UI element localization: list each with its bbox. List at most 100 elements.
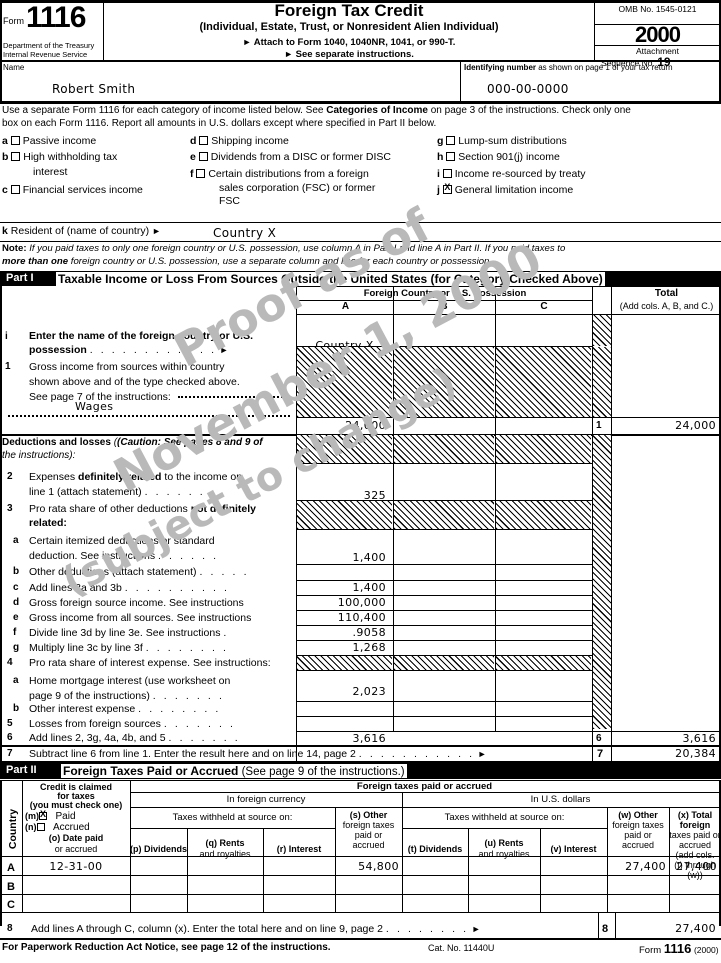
part2-col-v-header: (v) Interest	[550, 844, 597, 854]
part1-row-3c-label: Add lines 3a and 3b . . . . . . . . . .	[29, 582, 230, 594]
part2-title: Foreign Taxes Paid or Accrued (See page …	[61, 764, 407, 778]
part1-row-6-col-a[interactable]: 3,616	[352, 732, 386, 745]
hatch-row-4-a	[297, 656, 392, 670]
part2-row-a-date[interactable]: 12-31-00	[49, 860, 103, 873]
hatch-row-3-c	[496, 501, 591, 529]
category-f[interactable]: f Certain distributions from a foreign	[190, 168, 369, 180]
part1-row-4a-number: a	[13, 675, 19, 686]
footer-form-label: Form 1116 (2000)	[639, 941, 719, 956]
checkbox-h[interactable]	[446, 152, 456, 161]
checkbox-e[interactable]	[198, 152, 208, 161]
part1-row-3a-col-a[interactable]: 1,400	[352, 551, 386, 564]
hatch-row-4-c	[496, 656, 591, 670]
part1-line-7-total[interactable]: 20,384	[675, 747, 716, 760]
part1-row-3f-col-a[interactable]: .9058	[352, 626, 386, 639]
category-c[interactable]: c Financial services income	[2, 184, 143, 196]
triangle-icon-2: ►	[284, 49, 293, 59]
part1-row-1-total[interactable]: 24,000	[675, 419, 716, 432]
category-letter-i: i	[437, 168, 440, 180]
part2-col-t-header: (t) Dividends	[407, 844, 463, 854]
note-line-1: Note: If you paid taxes to only one fore…	[2, 243, 566, 254]
part1-row-3e-col-a[interactable]: 110,400	[337, 611, 386, 624]
category-d[interactable]: d Shipping income	[190, 135, 289, 147]
part1-row-1-col-a[interactable]: 24,000	[345, 419, 386, 432]
part1-row-4b-label: Other interest expense . . . . . . . .	[29, 703, 221, 715]
part2-paid-option[interactable]: (m) Paid	[25, 810, 76, 822]
category-h[interactable]: h Section 901(j) income	[437, 151, 560, 163]
part1-line-7-label: Subtract line 6 from line 1. Enter the r…	[29, 748, 487, 760]
part2-line-8-total[interactable]: 27,400	[675, 922, 716, 935]
category-i[interactable]: i Income re-sourced by treaty	[437, 168, 586, 180]
identifying-number-value[interactable]: 000-00-0000	[487, 82, 569, 96]
part1-line-7-number: 7	[7, 748, 13, 759]
part1-row-3a-number: a	[13, 535, 19, 546]
checkbox-g[interactable]	[446, 136, 456, 145]
part1-row-3b-label: Other deductions (attach statement) . . …	[29, 566, 250, 578]
part1-row-1-write-in[interactable]: Wages	[75, 400, 114, 413]
part2-us-dollars: In U.S. dollars	[530, 794, 591, 805]
intro-line-2: box on each Form 1116. Report all amount…	[2, 118, 437, 129]
name-value[interactable]: Robert Smith	[52, 82, 136, 96]
part1-row-i-number: i	[5, 331, 8, 342]
hatch-row-4-b	[394, 656, 494, 670]
checkbox-c[interactable]	[10, 185, 20, 194]
deductions-heading-2: the instructions):	[2, 450, 76, 461]
part1-row-3g-number: g	[13, 642, 20, 653]
resident-value[interactable]: Country X	[213, 226, 277, 240]
category-letter-f: f	[190, 168, 194, 180]
footer-cat-number: Cat. No. 11440U	[428, 943, 495, 953]
part1-row-3d-col-a[interactable]: 100,000	[337, 596, 386, 609]
page-title: Foreign Tax Credit	[274, 1, 424, 20]
resident-row[interactable]: k Resident of (name of country) ►	[2, 225, 161, 237]
see-instructions: ► See separate instructions.	[284, 49, 414, 60]
hatch-row-3-a	[297, 501, 392, 529]
part2-row-a-col-x[interactable]: 27,400	[676, 860, 717, 873]
part1-row-3g-label: Multiply line 3c by line 3f . . . . . . …	[29, 642, 229, 654]
checkbox-j[interactable]	[442, 183, 452, 194]
checkbox-paid[interactable]	[39, 810, 47, 820]
checkbox-f[interactable]	[196, 169, 206, 178]
category-a[interactable]: a Passive income	[2, 135, 96, 147]
part1-row-i-label2: possession . . . . . . . . . . . . ►	[29, 344, 229, 356]
part1-row-5-label: Losses from foreign sources . . . . . . …	[29, 718, 236, 730]
checkbox-a[interactable]	[10, 136, 20, 145]
part1-row-3f-label: Divide line 3d by line 3e. See instructi…	[29, 627, 229, 639]
category-label-f-cont: sales corporation (FSC) or former	[219, 182, 376, 194]
dept-line-2: Internal Revenue Service	[3, 50, 88, 59]
note-line-2: more than one foreign country or U.S. po…	[2, 256, 493, 267]
category-g[interactable]: g Lump-sum distributions	[437, 135, 567, 147]
checkbox-d[interactable]	[199, 136, 209, 145]
checkbox-accrued[interactable]	[36, 823, 45, 831]
part1-row-3a-label2: deduction. See instructions . . . . . .	[29, 550, 219, 562]
category-e[interactable]: e Dividends from a DISC or former DISC	[190, 151, 391, 163]
part1-row-1-label1: Gross income from sources within country	[29, 361, 225, 373]
category-j[interactable]: j General limitation income	[437, 183, 573, 196]
part1-row-3f-number: f	[13, 627, 17, 638]
resident-letter: k	[2, 225, 8, 237]
attachment-sequence-number: 19	[657, 55, 671, 69]
part1-row-6-total[interactable]: 3,616	[682, 732, 716, 745]
category-letter-e: e	[190, 151, 196, 163]
category-b[interactable]: b High withholding tax	[2, 151, 117, 163]
part2-tag: Part II	[6, 764, 37, 776]
triangle-icon: ►	[242, 37, 252, 47]
form-number: 1116	[26, 1, 86, 34]
part2-row-a-col-w[interactable]: 27,400	[625, 860, 666, 873]
part1-row-3g-col-a[interactable]: 1,268	[352, 641, 386, 654]
checkbox-b[interactable]	[11, 152, 21, 161]
part2-accrued-option[interactable]: (n) Accrued	[25, 822, 90, 833]
category-label-f-cont2: FSC	[219, 195, 240, 207]
part1-row-4a-col-a[interactable]: 2,023	[352, 685, 386, 698]
checkbox-i[interactable]	[442, 169, 452, 178]
part1-row-3c-col-a[interactable]: 1,400	[352, 581, 386, 594]
part1-row-1-number: 1	[5, 361, 11, 372]
category-label-c: Financial services income	[22, 184, 143, 196]
part1-row-2-col-a[interactable]: 325	[363, 489, 386, 502]
dept-line-1: Department of the Treasury	[3, 41, 95, 50]
part2-credit-h1: Credit is claimed	[39, 782, 113, 792]
form-word: Form	[3, 16, 24, 26]
part1-col-group-header: Foreign Country or U.S. Possession	[363, 288, 527, 299]
part1-row-4a-label1: Home mortgage interest (use worksheet on	[29, 675, 231, 687]
part2-row-a-col-s[interactable]: 54,800	[358, 860, 399, 873]
attachment-label: Attachment	[636, 46, 679, 56]
